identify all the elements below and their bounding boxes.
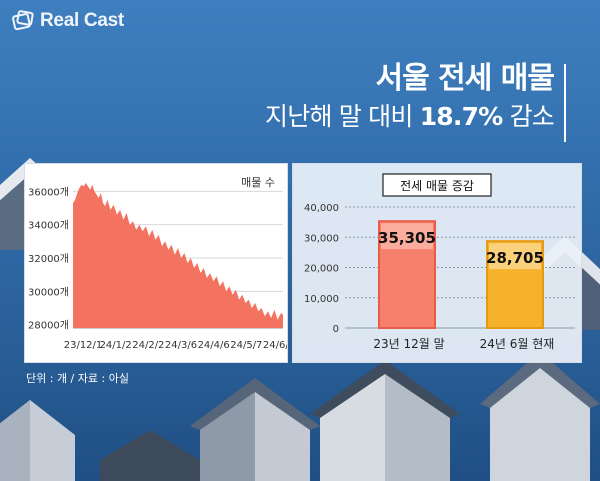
headline-subtitle-prefix: 지난해 말 대비 [265,102,413,131]
headline-subtitle: 지난해 말 대비 18.7% 감소 [265,100,555,134]
area-chart-panel: 36000개 34000개 32000개 30000개 28000개 23/12/1 24… [24,163,295,363]
area-chart-x-tick: 24/2/2 [132,340,164,351]
house-icon [480,352,600,481]
bar-value-label: 28,705 [486,249,544,267]
area-chart-y-tick: 28000개 [28,320,69,332]
area-chart-x-tick: 23/12/1 [64,340,103,351]
bar-chart-y-tick: 20,000 [304,264,339,275]
bar-chart-panel: 전세 매물 증감 35,305 28,705 40,000 30,000 20,000… [292,163,582,363]
area-chart-x-tick: 24/1/2 [100,340,132,351]
area-chart-x-tick: 24/6/7 [263,340,287,351]
bar-category-label: 24년 6월 현재 [480,337,555,351]
area-chart-x-tick: 24/4/6 [198,340,230,351]
house-icon [190,378,320,481]
chart-legend-label: 매물 수 [241,176,275,189]
bar-category-label: 23년 12월 말 [373,337,444,351]
headline-subtitle-value: 18.7% [419,102,504,131]
bar-highlight [381,223,433,250]
source-note: 단위 : 개 / 자료 : 아실 [26,372,129,385]
bar-highlight [489,243,541,270]
bar-chart-y-tick: 0 [333,324,339,335]
house-icon [0,400,75,481]
bar-chart-y-tick: 40,000 [304,203,339,214]
area-chart-x-tick: 24/5/7 [230,340,262,351]
area-chart-y-tick: 36000개 [28,186,69,198]
listing-count-area [73,183,283,328]
bar-chart-y-tick: 30,000 [304,233,339,244]
listing-change-bar-chart: 전세 매물 증감 35,305 28,705 40,000 30,000 20,000… [304,173,575,351]
headline-divider [564,64,566,142]
area-chart-y-tick: 32000개 [28,253,69,265]
headline: 서울 전세 매물 지난해 말 대비 18.7% 감소 [265,60,555,134]
house-icon [310,360,460,481]
area-chart-y-tick: 30000개 [28,286,69,298]
brand-name: Real Cast [40,10,124,31]
bar-chart-title-box [382,173,492,197]
brand-logo[interactable]: Real Cast [12,10,124,32]
house-icon [100,430,200,481]
area-chart-x-tick: 24/3/6 [165,340,197,351]
bar-chart-title: 전세 매물 증감 [400,179,474,193]
headline-subtitle-suffix: 감소 [509,102,555,131]
bar-chart-y-tick: 10,000 [304,294,339,305]
logo-icon [12,10,34,31]
headline-title: 서울 전세 매물 [375,61,555,96]
area-chart-y-tick: 34000개 [28,220,69,232]
bar-value-label: 35,305 [378,229,436,247]
